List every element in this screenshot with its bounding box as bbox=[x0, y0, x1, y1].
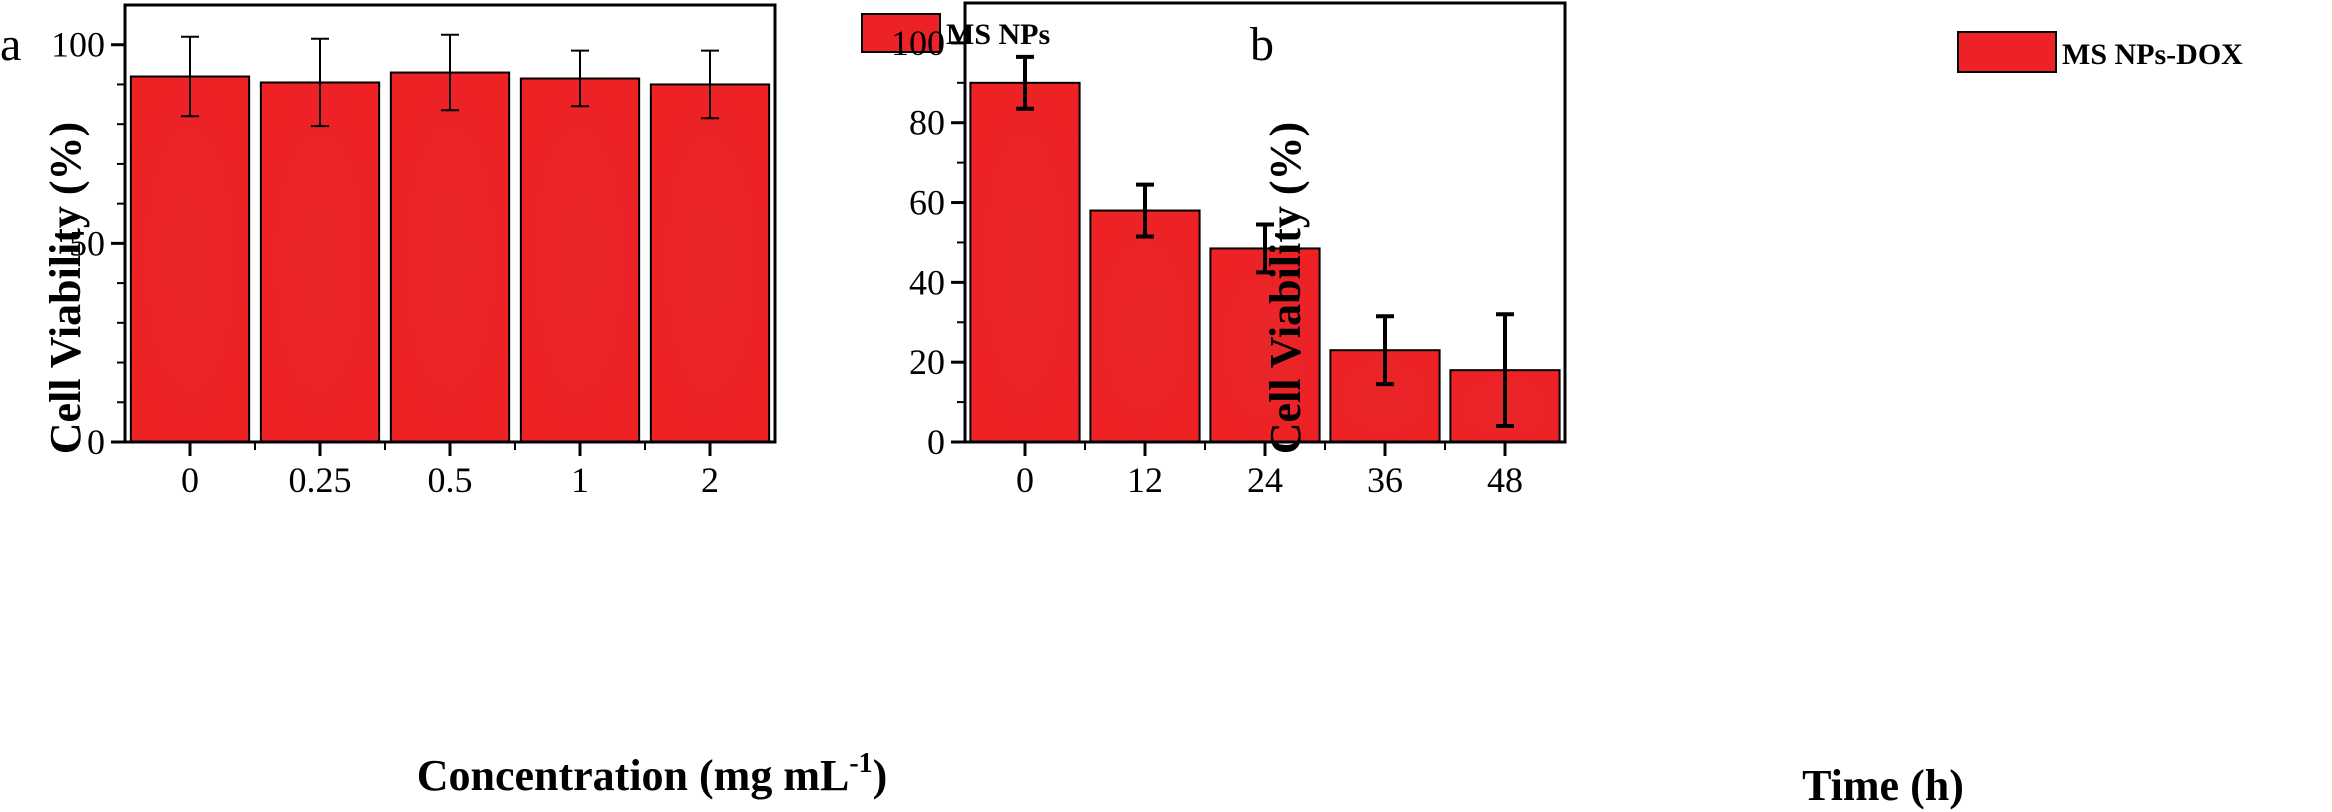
panel-a-x-axis-title: Concentration (mg mL-1) bbox=[417, 748, 888, 800]
panel-b-letter: b bbox=[1250, 18, 1274, 71]
panel-a-legend-label: MS NPs bbox=[946, 18, 1050, 51]
panel-b-y-tick-label-1: 20 bbox=[909, 342, 945, 382]
panel-b-y-axis-title: Cell Viability (%) bbox=[1261, 122, 1310, 454]
panel-b-y-tick-label-0: 0 bbox=[927, 422, 945, 462]
panel-b-error-bar-3 bbox=[1376, 314, 1394, 387]
panel-b-x-axis-title: Time (h) bbox=[1802, 761, 1964, 810]
plot-a: 0 50 100 0 0.25 0.5 1 2 bbox=[51, 3, 777, 500]
panel-a-y-tick-label-1: 50 bbox=[69, 223, 105, 263]
panel-b-bar-1 bbox=[1089, 209, 1201, 443]
panel-b-legend: MS NPs-DOX bbox=[1957, 31, 2243, 73]
panel-a-x-tick-label-4: 2 bbox=[701, 460, 719, 500]
panel-b-bar-0 bbox=[969, 81, 1081, 443]
panel-b-y-tick-label-3: 60 bbox=[909, 183, 945, 223]
panel-a-y-axis-title: Cell Viability (%) bbox=[41, 122, 90, 454]
panel-a-x-axis-title-main: Concentration (mg mL bbox=[417, 751, 850, 800]
panel-a-error-bar-3 bbox=[571, 49, 589, 108]
panel-b-legend-swatch bbox=[1957, 31, 2057, 73]
plot-b: 0 20 40 60 80 100 0 12 24 36 48 bbox=[891, 1, 1567, 500]
panel-a-error-bar-0 bbox=[181, 35, 199, 118]
panel-a-error-bar-1 bbox=[311, 37, 329, 128]
panel-a-x-axis-title-superscript: -1 bbox=[849, 748, 872, 779]
panel-b-bar-2 bbox=[1209, 247, 1321, 443]
panel-b-legend-label: MS NPs-DOX bbox=[2062, 38, 2243, 71]
panel-b-y-tick-label-2: 40 bbox=[909, 262, 945, 302]
panel-a-legend-swatch bbox=[861, 13, 941, 53]
panel-a-x-tick-label-3: 1 bbox=[571, 460, 589, 500]
panel-a-legend: MS NPs bbox=[861, 13, 1050, 53]
panel-a-bar-1 bbox=[259, 81, 381, 443]
panel-b-x-tick-label-3: 36 bbox=[1367, 460, 1403, 500]
panel-b-y-tick-label-5: 100 bbox=[891, 23, 945, 63]
panel-a-bar-3 bbox=[519, 77, 641, 443]
panel-b-x-tick-label-0: 0 bbox=[1016, 460, 1034, 500]
panel-a-bar-2 bbox=[389, 71, 511, 443]
panel-a-x-tick-label-1: 0.25 bbox=[289, 460, 352, 500]
panel-a-x-tick-label-0: 0 bbox=[181, 460, 199, 500]
panel-b-x-tick-label-2: 24 bbox=[1247, 460, 1283, 500]
panel-b: b 0 20 40 60 80 100 0 12 24 36 48 Cell Viability (… bbox=[891, 1, 2243, 810]
panel-b-y-tick-label-4: 80 bbox=[909, 103, 945, 143]
panel-b-x-tick-label-4: 48 bbox=[1487, 460, 1523, 500]
panel-b-error-bar-0 bbox=[1016, 54, 1034, 111]
panel-a-letter: a bbox=[0, 18, 21, 71]
panel-a-bar-0 bbox=[129, 75, 251, 443]
panel-a-bar-4 bbox=[649, 83, 771, 443]
panel-a-x-axis-title-suffix: ) bbox=[873, 751, 888, 800]
panel-b-error-bar-4 bbox=[1496, 312, 1514, 429]
panel-a: a 0 50 100 0 0.25 0.5 1 2 Cell Viability (%) Co… bbox=[0, 3, 1050, 800]
panel-b-error-bar-2 bbox=[1256, 222, 1274, 275]
panel-a-error-bar-2 bbox=[441, 33, 459, 112]
panel-b-x-tick-label-1: 12 bbox=[1127, 460, 1163, 500]
panel-a-y-tick-label-0: 0 bbox=[87, 422, 105, 462]
panel-b-error-bar-1 bbox=[1136, 182, 1154, 239]
panel-a-y-tick-label-2: 100 bbox=[51, 25, 105, 65]
panel-a-x-tick-label-2: 0.5 bbox=[428, 460, 473, 500]
panel-a-error-bar-4 bbox=[701, 49, 719, 120]
